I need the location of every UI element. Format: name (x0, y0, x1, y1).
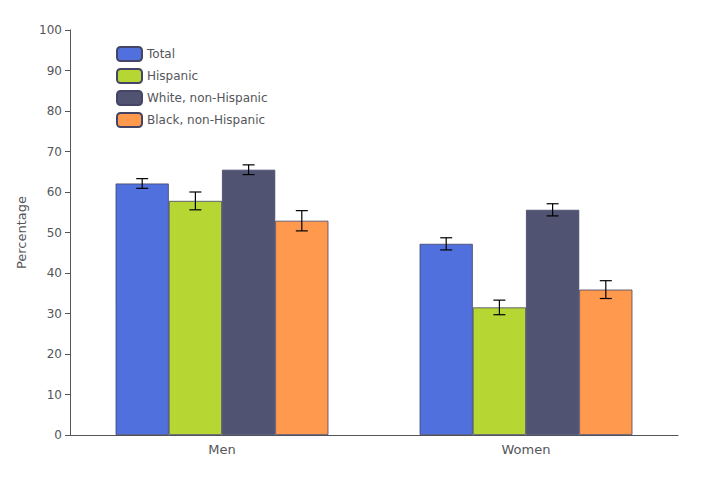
svg-text:50: 50 (47, 226, 62, 240)
svg-text:White, non-Hispanic: White, non-Hispanic (147, 91, 268, 105)
svg-text:Hispanic: Hispanic (147, 69, 198, 83)
svg-text:20: 20 (47, 347, 62, 361)
svg-text:70: 70 (47, 145, 62, 159)
svg-text:Percentage: Percentage (14, 196, 29, 269)
svg-text:Women: Women (502, 442, 551, 457)
svg-text:10: 10 (47, 388, 62, 402)
svg-text:60: 60 (47, 185, 62, 199)
svg-text:90: 90 (47, 64, 62, 78)
svg-text:Black, non-Hispanic: Black, non-Hispanic (147, 113, 265, 127)
svg-text:Men: Men (208, 442, 235, 457)
svg-text:40: 40 (47, 266, 62, 280)
svg-text:0: 0 (54, 428, 62, 442)
svg-text:30: 30 (47, 307, 62, 321)
svg-text:100: 100 (39, 23, 62, 37)
svg-text:80: 80 (47, 104, 62, 118)
svg-text:Total: Total (146, 47, 175, 61)
